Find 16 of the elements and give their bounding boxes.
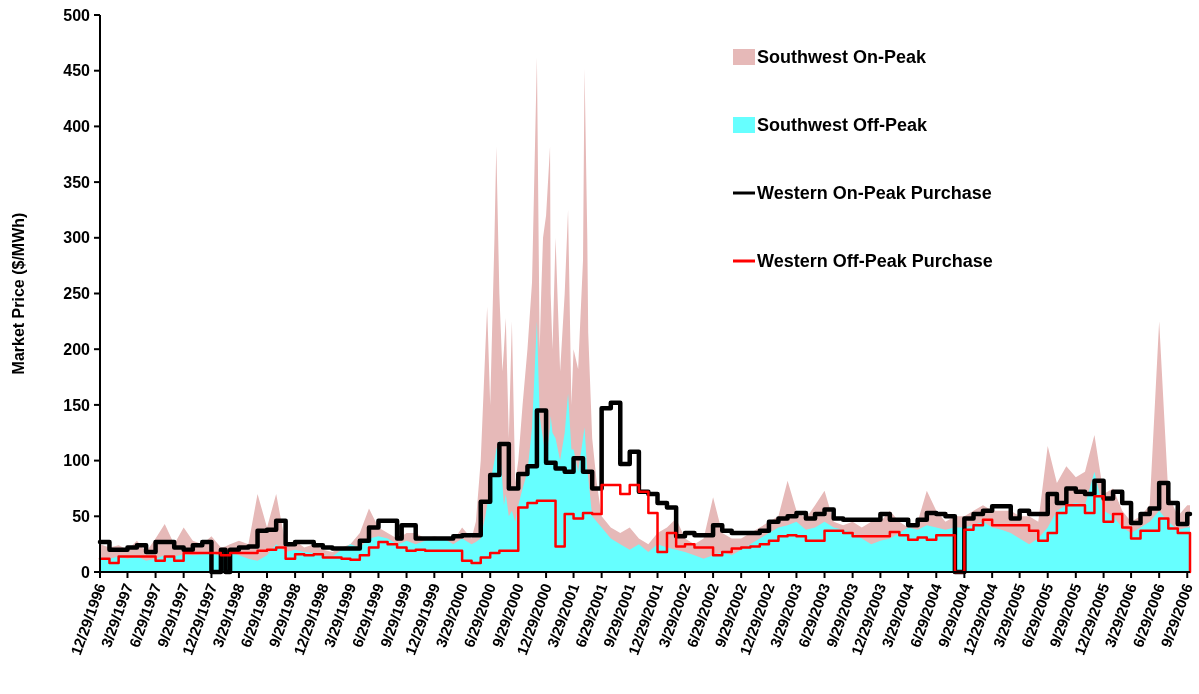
legend-label: Southwest Off-Peak: [757, 115, 929, 136]
y-tick-label: 50: [72, 507, 91, 525]
y-tick-label: 0: [81, 563, 91, 581]
y-tick-label: 250: [63, 285, 91, 303]
legend-label: Western Off-Peak Purchase: [757, 251, 993, 272]
y-axis-title: Market Price ($/MWh): [10, 212, 27, 375]
y-tick-label: 500: [63, 6, 91, 24]
y-tick-label: 200: [63, 340, 91, 358]
y-tick-label: 100: [63, 452, 91, 470]
y-tick-label: 300: [63, 229, 91, 247]
y-tick-label: 350: [63, 173, 91, 191]
legend-label: Southwest On-Peak: [757, 47, 928, 68]
y-tick-label: 400: [63, 118, 91, 135]
y-tick-label: 450: [63, 62, 91, 80]
y-tick-label: 150: [63, 396, 91, 414]
legend-label: Western On-Peak Purchase: [757, 183, 992, 204]
